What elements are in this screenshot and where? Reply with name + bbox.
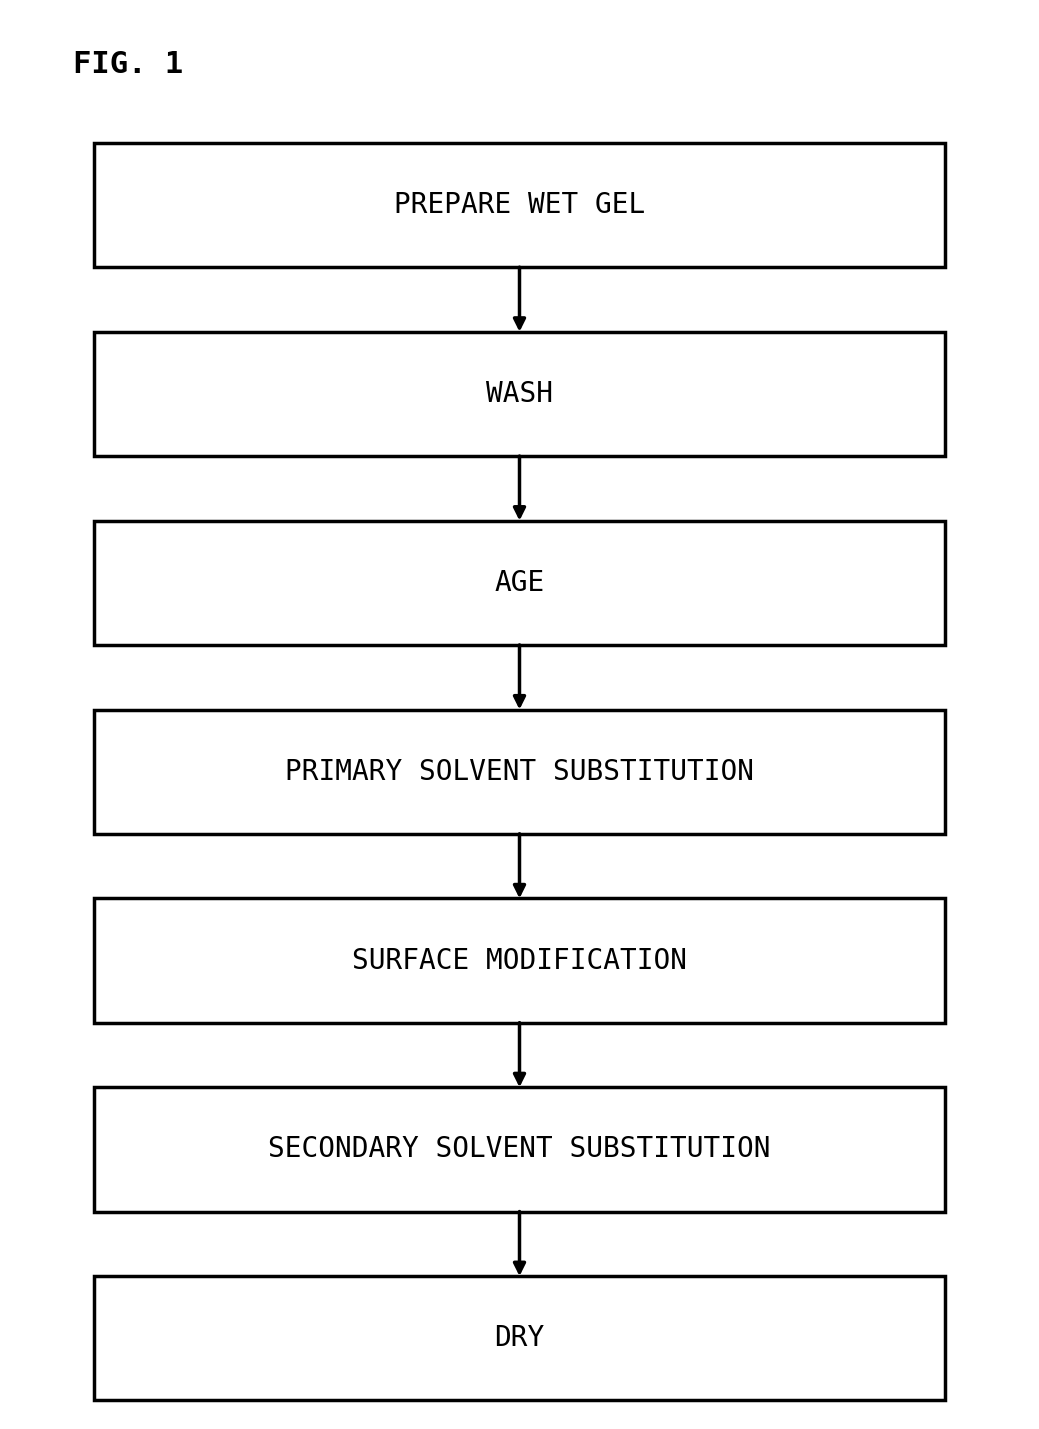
Bar [94, 520, 945, 644]
Text: PREPARE WET GEL: PREPARE WET GEL [394, 191, 645, 219]
Bar [94, 1276, 945, 1400]
Bar [94, 710, 945, 833]
Text: FIG. 1: FIG. 1 [73, 50, 183, 79]
Bar [94, 332, 945, 456]
Text: AGE: AGE [495, 569, 544, 597]
Text: WASH: WASH [486, 380, 553, 407]
Text: SECONDARY SOLVENT SUBSTITUTION: SECONDARY SOLVENT SUBSTITUTION [268, 1136, 771, 1163]
Bar [94, 1087, 945, 1212]
Text: PRIMARY SOLVENT SUBSTITUTION: PRIMARY SOLVENT SUBSTITUTION [285, 757, 754, 786]
Bar [94, 143, 945, 267]
Text: SURFACE MODIFICATION: SURFACE MODIFICATION [352, 946, 687, 975]
Bar [94, 899, 945, 1023]
Text: DRY: DRY [495, 1325, 544, 1352]
